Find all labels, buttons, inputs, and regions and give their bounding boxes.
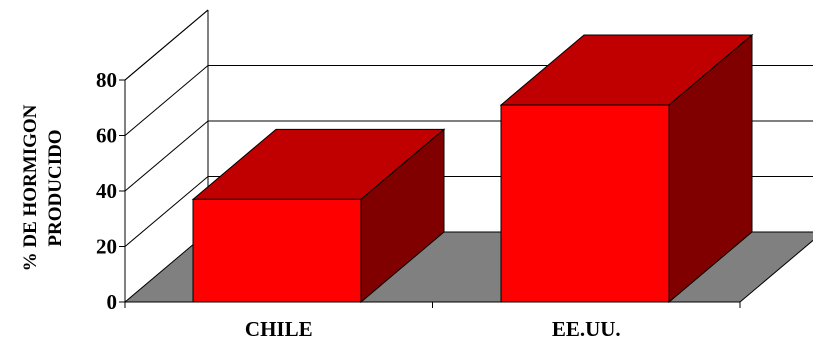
y-axis-label-line-2: PRODUCIDO [45, 129, 66, 246]
y-tick-label-1: 20 [96, 235, 117, 259]
bar-0 [191, 128, 446, 304]
x-tick-label-1: EE.UU. [552, 317, 621, 341]
y-axis-label: % DE HORMIGON PRODUCIDO [20, 104, 66, 271]
y-tick-label-4: 80 [96, 68, 117, 92]
gridline-side-4 [124, 9, 209, 81]
bar-1-front [500, 104, 670, 303]
y-axis-label-line-1: % DE HORMIGON [20, 104, 41, 271]
gridline-side-3 [124, 65, 209, 136]
gridline-side-2 [124, 120, 209, 192]
gridline-side-1 [124, 176, 209, 247]
bar-1 [499, 33, 754, 304]
y-tick-label-2: 40 [96, 179, 117, 203]
y-tick-label-3: 60 [96, 124, 117, 148]
x-tick-label-0: CHILE [245, 317, 313, 341]
y-tick-label-0: 0 [107, 290, 118, 314]
x-axis: CHILE EE.UU. [124, 301, 741, 341]
bar-0-front [192, 198, 362, 303]
y-axis: 0 20 40 60 80 [96, 68, 126, 314]
bars [191, 33, 754, 304]
